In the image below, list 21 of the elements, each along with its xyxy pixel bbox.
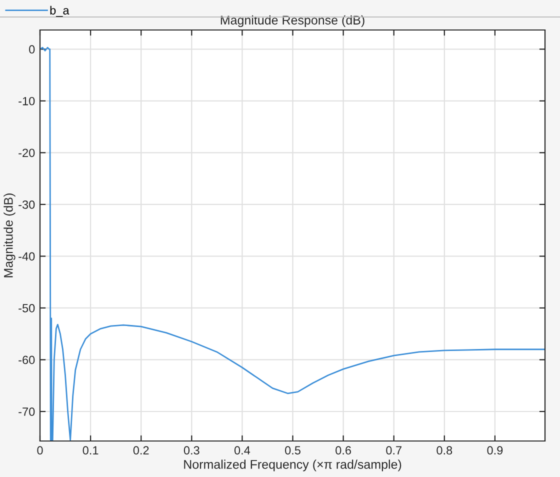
x-tick-label: 0.4 — [234, 446, 250, 455]
x-tick-label: 0.6 — [336, 446, 351, 455]
x-axis-title: Normalized Frequency (×π rad/sample) — [184, 460, 402, 472]
y-tick-label: -60 — [18, 356, 35, 364]
y-tick-label: -70 — [18, 408, 35, 416]
x-tick-label: 0.9 — [487, 446, 503, 455]
y-tick-label: -20 — [18, 148, 35, 158]
x-tick-label: 0.7 — [386, 446, 402, 455]
y-tick-label: -10 — [18, 96, 35, 106]
y-tick-label: -40 — [18, 252, 35, 261]
x-tick-label: 0.3 — [184, 446, 200, 455]
y-tick-label: -30 — [18, 200, 35, 209]
x-tick-label: 0.8 — [436, 446, 452, 455]
y-axis-title: Magnitude (dB) — [4, 194, 16, 278]
x-tick-label: 0.1 — [82, 446, 98, 455]
y-tick-label: -50 — [18, 304, 35, 312]
y-tick-label: 0 — [29, 45, 35, 54]
legend-label: b_a — [50, 6, 70, 17]
x-tick-label: 0.5 — [285, 446, 300, 455]
x-tick-label: 0.2 — [133, 446, 149, 455]
x-tick-label: 0 — [37, 446, 43, 455]
